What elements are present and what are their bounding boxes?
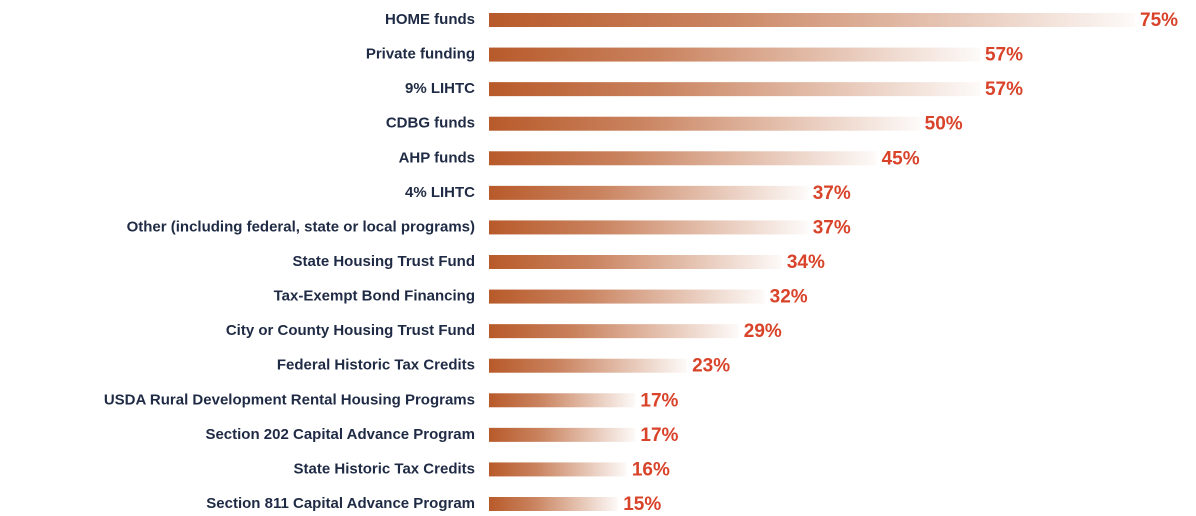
value-label: 34% <box>787 252 825 273</box>
value-label: 23% <box>692 356 730 377</box>
category-label: Tax-Exempt Bond Financing <box>274 288 475 305</box>
value-label: 17% <box>640 390 678 411</box>
category-label: Private funding <box>366 46 475 63</box>
category-label: AHP funds <box>399 149 475 166</box>
bar <box>489 358 688 373</box>
category-label: State Historic Tax Credits <box>294 460 475 477</box>
category-label: 4% LIHTC <box>405 184 475 201</box>
category-label: Other (including federal, state or local… <box>127 218 475 235</box>
bar <box>489 185 808 200</box>
bar <box>489 13 1135 27</box>
bar <box>489 324 739 339</box>
bar <box>489 427 636 442</box>
value-label: 29% <box>744 321 782 342</box>
value-label: 75% <box>1140 10 1178 31</box>
value-label: 37% <box>813 183 851 204</box>
category-label: Section 202 Capital Advance Program <box>205 426 475 443</box>
category-label: Federal Historic Tax Credits <box>277 357 475 374</box>
bar <box>489 462 627 477</box>
bar <box>489 289 765 304</box>
bar <box>489 255 782 269</box>
category-label: CDBG funds <box>386 115 475 132</box>
bar <box>489 393 636 408</box>
value-label: 57% <box>985 79 1023 100</box>
bar <box>489 497 619 511</box>
value-label: 57% <box>985 45 1023 66</box>
category-label: 9% LIHTC <box>405 80 475 97</box>
category-label: State Housing Trust Fund <box>293 253 476 270</box>
bar <box>489 82 980 97</box>
category-label: City or County Housing Trust Fund <box>226 322 475 339</box>
bar <box>489 116 920 131</box>
value-label: 37% <box>813 217 851 238</box>
category-label: USDA Rural Development Rental Housing Pr… <box>104 391 475 408</box>
category-label: HOME funds <box>385 11 475 28</box>
value-label: 50% <box>925 114 963 135</box>
value-label: 32% <box>770 287 808 308</box>
value-label: 16% <box>632 459 670 480</box>
value-label: 17% <box>640 425 678 446</box>
bar <box>489 220 808 235</box>
value-label: 45% <box>882 148 920 169</box>
category-label: Section 811 Capital Advance Program <box>206 495 475 512</box>
value-label: 15% <box>623 494 661 515</box>
bar <box>489 47 980 62</box>
bar <box>489 151 877 166</box>
